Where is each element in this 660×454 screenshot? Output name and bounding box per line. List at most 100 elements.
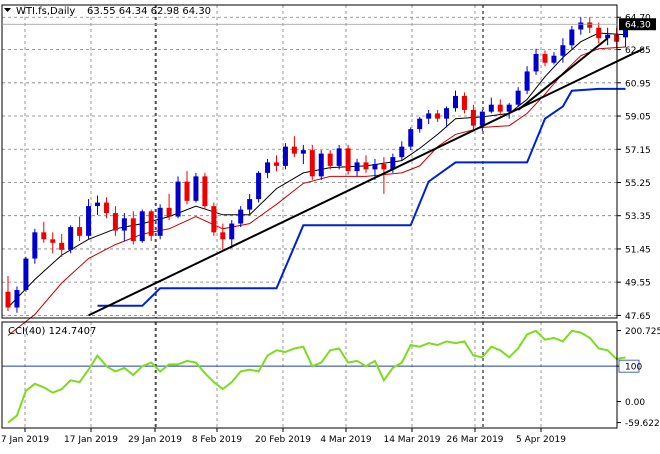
candle-body xyxy=(506,104,512,112)
candle-body xyxy=(390,157,396,170)
candle-body xyxy=(300,150,306,154)
candle-body xyxy=(578,22,584,30)
cci-label: CCI(40) 124.7407 xyxy=(8,326,96,337)
candle-body xyxy=(282,146,288,166)
last-price-label: 64.30 xyxy=(625,21,651,31)
candle-body xyxy=(533,53,539,72)
candle-body xyxy=(381,164,387,170)
symbol-label: WTI.fs,Daily xyxy=(16,6,75,17)
y-tick-label: 51.45 xyxy=(625,245,651,255)
moving-averages xyxy=(7,32,626,336)
candle-body xyxy=(551,55,557,63)
candle-body xyxy=(184,181,190,201)
candle-body xyxy=(488,104,494,112)
candle-body xyxy=(327,153,333,166)
y-tick-label: 53.35 xyxy=(625,212,651,222)
candle-body xyxy=(399,146,405,158)
candle-body xyxy=(202,176,208,207)
last-price-tag xyxy=(619,18,656,31)
candle-body xyxy=(453,95,458,109)
cci-y-tick-label: -59.6226 xyxy=(625,419,660,429)
candle-body xyxy=(291,146,297,154)
candle-body xyxy=(50,239,56,243)
candle-body xyxy=(318,153,324,177)
candle-body xyxy=(175,181,181,217)
main-panel-frame xyxy=(1,4,618,319)
candle-body xyxy=(256,172,262,200)
cci-y-tick-label: 0.00 xyxy=(625,398,645,408)
candle-body xyxy=(220,232,226,240)
ma-fast-line xyxy=(7,32,626,308)
candle-body xyxy=(274,162,279,166)
candle-body xyxy=(479,111,485,126)
cci-line xyxy=(7,329,626,424)
grid xyxy=(2,5,617,428)
cci-y-tick-label: 100 xyxy=(625,363,642,373)
candle-body xyxy=(354,162,360,172)
candle-body xyxy=(470,109,476,126)
candle-body xyxy=(560,45,566,56)
candle-body xyxy=(497,104,503,112)
candle-body xyxy=(417,118,423,130)
candle-body xyxy=(372,164,378,170)
candle-body xyxy=(32,232,38,259)
candle-body xyxy=(86,206,92,236)
stop-line-layer xyxy=(97,87,626,307)
candle-body xyxy=(569,29,575,46)
candle-body xyxy=(524,71,530,91)
stop-line xyxy=(97,87,626,307)
candle-body xyxy=(95,202,100,207)
candle-body xyxy=(193,176,199,201)
y-tick-label: 57.15 xyxy=(625,146,651,156)
candle-body xyxy=(139,211,145,242)
y-tick-label: 49.55 xyxy=(625,279,651,289)
candle-body xyxy=(247,199,253,210)
candle-body xyxy=(14,290,20,308)
candle-body xyxy=(59,242,65,250)
cci-level-tag xyxy=(618,359,640,373)
x-tick-label: 5 Apr 2019 xyxy=(516,435,566,445)
y-tick-label: 55.25 xyxy=(625,179,651,189)
candle-body xyxy=(229,223,235,240)
candle-body xyxy=(112,213,118,231)
ohlc-values: 63.55 64.34 62.98 64.30 xyxy=(87,6,211,17)
x-tick-label: 17 Jan 2019 xyxy=(64,435,118,445)
candle-body xyxy=(345,148,351,172)
y-tick-label: 59.05 xyxy=(625,113,651,123)
candle-body xyxy=(623,24,629,38)
candle-body xyxy=(265,162,271,173)
dropdown-triangle-icon[interactable] xyxy=(4,8,11,12)
x-tick-label: 26 Mar 2019 xyxy=(446,435,503,445)
candle-body xyxy=(166,207,172,217)
x-tick-label: 4 Mar 2019 xyxy=(320,435,372,445)
candle-body xyxy=(461,95,467,110)
candle-body xyxy=(336,148,342,166)
candle-body xyxy=(23,258,29,291)
cci-panel xyxy=(2,329,626,424)
candle-body xyxy=(157,207,163,236)
candle-body xyxy=(587,22,593,28)
candle-body xyxy=(121,218,127,231)
candle-body xyxy=(5,291,11,308)
x-tick-label: 29 Jan 2019 xyxy=(128,435,182,445)
chart-header: WTI.fs,Daily 63.55 64.34 62.98 64.30 xyxy=(4,6,211,17)
candle-body xyxy=(363,162,369,170)
candle-body xyxy=(435,113,441,119)
candle-body xyxy=(68,227,74,250)
candle-body xyxy=(130,218,136,242)
candle-body xyxy=(77,227,83,236)
trendline xyxy=(88,47,644,317)
candle-body xyxy=(596,27,602,39)
y-tick-label: 60.95 xyxy=(625,79,651,89)
frames xyxy=(1,4,618,429)
candle-body xyxy=(426,113,432,119)
candle-body xyxy=(238,209,244,224)
candle-body xyxy=(309,150,315,177)
candles xyxy=(5,17,629,313)
x-tick-label: 20 Feb 2019 xyxy=(255,435,311,445)
trendline xyxy=(517,37,609,111)
candle-body xyxy=(444,108,450,119)
